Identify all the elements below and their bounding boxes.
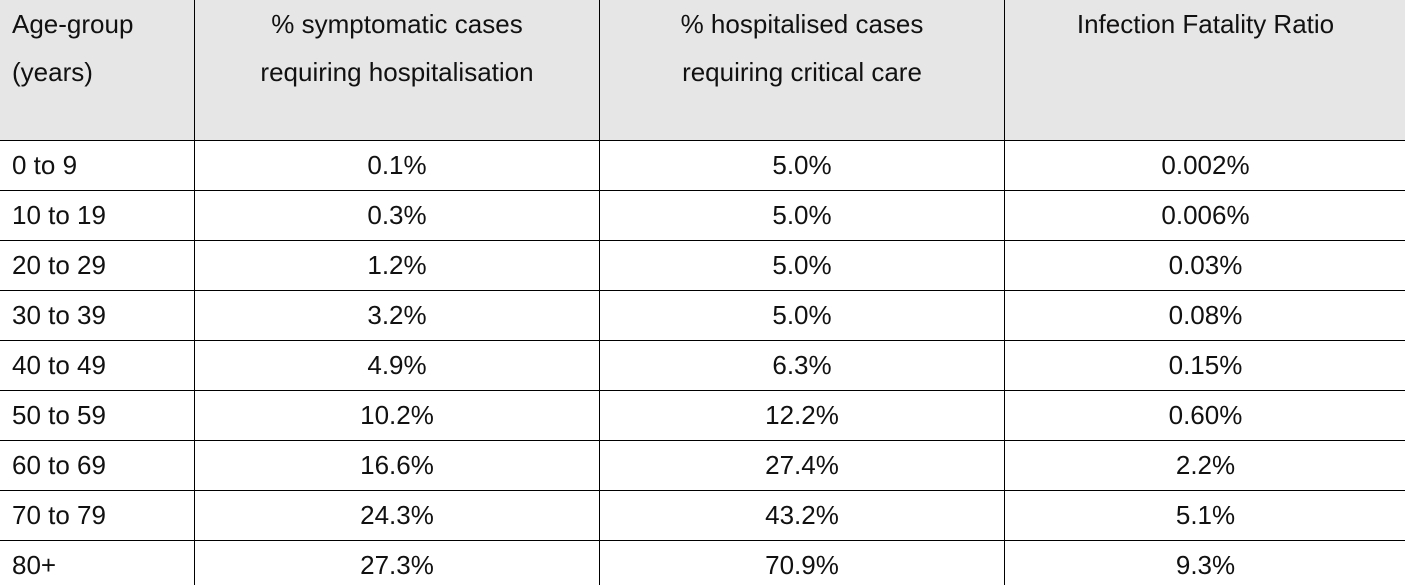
- cell-text: 3.2%: [367, 300, 427, 330]
- header-cell: Age-group (years): [0, 0, 195, 141]
- value-cell: 0.3%: [194, 190, 600, 241]
- age-group-cell: 70 to 79: [0, 490, 195, 541]
- cell-text: 30 to 39: [12, 300, 106, 330]
- cell-text: 9.3%: [1175, 550, 1236, 580]
- age-group-cell: 10 to 19: [0, 190, 195, 241]
- table-row: 40 to 49 4.9% 6.3% 0.15%: [0, 340, 1405, 391]
- age-group-cell: 0 to 9: [0, 140, 195, 191]
- value-cell: 2.2%: [1004, 440, 1405, 491]
- cell-text: 12.2%: [765, 400, 839, 430]
- table-row: 50 to 59 10.2% 12.2% 0.60%: [0, 390, 1405, 441]
- cell-text: 0 to 9: [12, 150, 78, 180]
- cell-text: 5.0%: [772, 200, 832, 230]
- table-row: 70 to 79 24.3% 43.2% 5.1%: [0, 490, 1405, 541]
- value-cell: 4.9%: [194, 340, 600, 391]
- value-cell: 24.3%: [194, 490, 600, 541]
- table-row: 10 to 19 0.3% 5.0% 0.006%: [0, 190, 1405, 241]
- header-text: % symptomatic cases: [271, 9, 523, 39]
- cell-text: 43.2%: [765, 500, 839, 530]
- value-cell: 0.15%: [1004, 340, 1405, 391]
- cell-text: 0.002%: [1161, 150, 1250, 180]
- value-cell: 0.03%: [1004, 240, 1405, 291]
- cell-text: 0.03%: [1168, 250, 1243, 280]
- cell-text: 27.3%: [360, 550, 434, 580]
- cell-text: 2.2%: [1175, 450, 1236, 480]
- cell-text: 1.2%: [367, 250, 427, 280]
- value-cell: 5.0%: [599, 190, 1005, 241]
- cell-text: 0.1%: [367, 150, 427, 180]
- table-row: 80+ 27.3% 70.9% 9.3%: [0, 540, 1405, 585]
- cell-text: 16.6%: [360, 450, 434, 480]
- value-cell: 12.2%: [599, 390, 1005, 441]
- age-group-cell: 30 to 39: [0, 290, 195, 341]
- value-cell: 0.006%: [1004, 190, 1405, 241]
- header-text: Infection Fatality Ratio: [1076, 9, 1335, 39]
- cell-text: 6.3%: [772, 350, 832, 380]
- table-row: 60 to 69 16.6% 27.4% 2.2%: [0, 440, 1405, 491]
- cell-text: 0.08%: [1168, 300, 1243, 330]
- age-group-cell: 50 to 59: [0, 390, 195, 441]
- cell-text: 70 to 79: [12, 500, 106, 530]
- value-cell: 0.002%: [1004, 140, 1405, 191]
- header-text: % hospitalised cases: [680, 9, 924, 39]
- header-cell: % symptomatic cases requiring hospitalisa…: [194, 0, 600, 141]
- value-cell: 5.1%: [1004, 490, 1405, 541]
- cell-text: 24.3%: [360, 500, 434, 530]
- cell-text: 0.60%: [1168, 400, 1243, 430]
- header-text: Age-group: [12, 9, 134, 39]
- value-cell: 70.9%: [599, 540, 1005, 585]
- value-cell: 3.2%: [194, 290, 600, 341]
- value-cell: 0.1%: [194, 140, 600, 191]
- age-group-cell: 40 to 49: [0, 340, 195, 391]
- value-cell: 9.3%: [1004, 540, 1405, 585]
- cell-text: 80+: [12, 550, 57, 580]
- value-cell: 5.0%: [599, 240, 1005, 291]
- table-row: 30 to 39 3.2% 5.0% 0.08%: [0, 290, 1405, 341]
- cell-text: 60 to 69: [12, 450, 106, 480]
- cell-text: 0.15%: [1168, 350, 1243, 380]
- table-row: 0 to 9 0.1% 5.0% 0.002%: [0, 140, 1405, 191]
- table-body: 0 to 9 0.1% 5.0% 0.002% 10 to 19 0.3% 5.0% 0.00…: [0, 140, 1405, 585]
- value-cell: 5.0%: [599, 140, 1005, 191]
- cell-text: 40 to 49: [12, 350, 106, 380]
- cell-text: 4.9%: [367, 350, 427, 380]
- value-cell: 27.3%: [194, 540, 600, 585]
- header-text: requiring critical care: [682, 57, 922, 87]
- cell-text: 5.0%: [772, 300, 832, 330]
- header-text: (years): [12, 57, 93, 87]
- age-group-cell: 80+: [0, 540, 195, 585]
- cell-text: 5.0%: [772, 250, 832, 280]
- header-text: requiring hospitalisation: [260, 57, 534, 87]
- header-row: Age-group (years) % symptomatic cases requi…: [0, 0, 1405, 141]
- cell-text: 20 to 29: [12, 250, 106, 280]
- cell-text: 5.0%: [772, 150, 832, 180]
- age-group-cell: 60 to 69: [0, 440, 195, 491]
- value-cell: 27.4%: [599, 440, 1005, 491]
- cell-text: 27.4%: [765, 450, 839, 480]
- value-cell: 43.2%: [599, 490, 1005, 541]
- value-cell: 1.2%: [194, 240, 600, 291]
- value-cell: 10.2%: [194, 390, 600, 441]
- header-cell: % hospitalised cases requiring critical c…: [599, 0, 1005, 141]
- cell-text: 50 to 59: [12, 400, 106, 430]
- age-group-cell: 20 to 29: [0, 240, 195, 291]
- table-row: 20 to 29 1.2% 5.0% 0.03%: [0, 240, 1405, 291]
- cell-text: 0.3%: [367, 200, 427, 230]
- cell-text: 10 to 19: [12, 200, 106, 230]
- value-cell: 5.0%: [599, 290, 1005, 341]
- value-cell: 16.6%: [194, 440, 600, 491]
- cell-text: 10.2%: [360, 400, 434, 430]
- cell-text: 5.1%: [1175, 500, 1236, 530]
- value-cell: 0.08%: [1004, 290, 1405, 341]
- cell-text: 70.9%: [765, 550, 839, 580]
- cell-text: 0.006%: [1161, 200, 1250, 230]
- value-cell: 6.3%: [599, 340, 1005, 391]
- header-cell: Infection Fatality Ratio: [1004, 0, 1405, 141]
- value-cell: 0.60%: [1004, 390, 1405, 441]
